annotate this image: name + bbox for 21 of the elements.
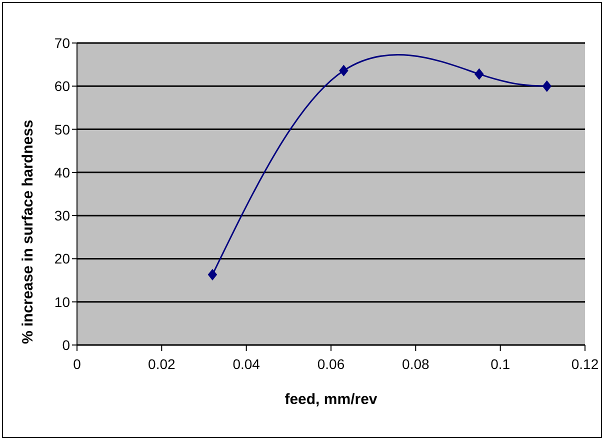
point	[474, 68, 484, 80]
point	[208, 269, 217, 280]
y-tick-label: 10	[54, 294, 70, 310]
x-tick-label: 0.04	[232, 356, 260, 372]
point	[339, 65, 348, 76]
x-tick-label: 0	[73, 356, 82, 372]
y-tick-label: 20	[54, 250, 70, 267]
y-tick-label: 70	[54, 34, 70, 51]
x-tick-label: 0.02	[148, 356, 176, 372]
x-tick-label: 0.1	[490, 356, 510, 372]
y-tick-label: 40	[54, 164, 70, 180]
y-tick-label: 30	[54, 208, 70, 224]
x-tick-label: 0.12	[571, 356, 599, 372]
point	[542, 80, 552, 92]
x-axis-title: feed, mm/rev	[284, 391, 378, 408]
x-tick-label: 0.08	[402, 356, 430, 372]
y-tick-label: 60	[54, 78, 70, 94]
y-tick-label: 50	[54, 121, 70, 138]
x-tick-label: 0.06	[317, 356, 345, 372]
y-axis-title: % increase in surface hardness	[19, 120, 36, 344]
y-tick-label: 0	[62, 336, 70, 353]
